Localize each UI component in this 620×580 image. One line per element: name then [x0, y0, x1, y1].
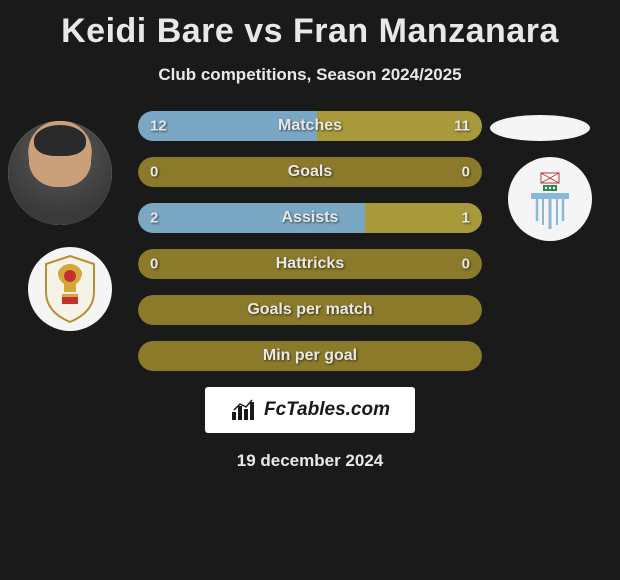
fctables-watermark: FcTables.com — [205, 387, 415, 433]
player-left-avatar — [8, 121, 112, 225]
stat-left-value: 0 — [150, 164, 158, 181]
stat-label: Min per goal — [263, 347, 357, 365]
stat-left-value: 0 — [150, 256, 158, 273]
club-left-badge — [28, 247, 112, 331]
fctables-logo-icon — [230, 398, 258, 422]
stat-label: Goals per match — [247, 301, 372, 319]
celta-crest-icon — [523, 167, 577, 231]
stat-left-value: 2 — [150, 210, 158, 227]
stat-row-assists: 2 Assists 1 — [138, 203, 482, 233]
stat-row-goals: 0 Goals 0 — [138, 157, 482, 187]
stat-label: Goals — [288, 163, 332, 181]
stat-right-value: 11 — [454, 118, 470, 135]
player-right-avatar — [490, 115, 590, 141]
stat-row-min-per-goal: Min per goal — [138, 341, 482, 371]
fctables-label: FcTables.com — [264, 399, 390, 421]
page-subtitle: Club competitions, Season 2024/2025 — [0, 65, 620, 85]
stat-right-value: 1 — [462, 210, 470, 227]
stat-bars: 12 Matches 11 0 Goals 0 2 Assists 1 0 Ha… — [138, 111, 482, 387]
date-label: 19 december 2024 — [0, 451, 620, 471]
page-title: Keidi Bare vs Fran Manzanara — [0, 0, 620, 51]
stat-row-hattricks: 0 Hattricks 0 — [138, 249, 482, 279]
zaragoza-crest-icon — [40, 254, 100, 324]
stat-label: Hattricks — [276, 255, 344, 273]
stat-left-value: 12 — [150, 118, 167, 135]
club-right-badge — [508, 157, 592, 241]
stat-right-value: 0 — [462, 256, 470, 273]
stat-right-value: 0 — [462, 164, 470, 181]
stat-label: Assists — [282, 209, 339, 227]
stat-row-matches: 12 Matches 11 — [138, 111, 482, 141]
comparison-panel: 12 Matches 11 0 Goals 0 2 Assists 1 0 Ha… — [0, 115, 620, 495]
stat-label: Matches — [278, 117, 342, 135]
stat-row-goals-per-match: Goals per match — [138, 295, 482, 325]
